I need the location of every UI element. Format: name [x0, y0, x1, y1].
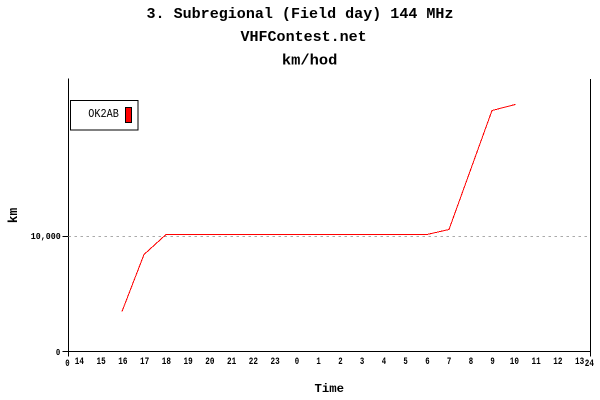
svg-text:19: 19	[184, 357, 193, 368]
svg-text:0: 0	[56, 347, 60, 358]
svg-text:9: 9	[490, 357, 494, 368]
svg-text:0: 0	[65, 359, 69, 370]
svg-text:Time: Time	[315, 382, 345, 396]
svg-text:5: 5	[403, 357, 407, 368]
svg-text:OK2AB: OK2AB	[88, 107, 119, 121]
svg-text:4: 4	[382, 357, 386, 368]
svg-text:24: 24	[585, 359, 594, 370]
svg-text:17: 17	[140, 357, 149, 368]
svg-text:VHFContest.net: VHFContest.net	[241, 29, 367, 46]
svg-text:18: 18	[162, 357, 171, 368]
svg-text:7: 7	[447, 357, 451, 368]
svg-text:0: 0	[295, 357, 299, 368]
svg-text:15: 15	[97, 357, 106, 368]
svg-text:10: 10	[510, 357, 519, 368]
svg-text:km: km	[6, 208, 21, 224]
svg-text:11: 11	[532, 357, 541, 368]
svg-text:10,000: 10,000	[31, 231, 61, 242]
svg-text:6: 6	[425, 357, 429, 368]
svg-text:1: 1	[316, 357, 320, 368]
svg-text:km/hod: km/hod	[282, 53, 338, 70]
svg-text:3. Subregional (Field day) 144: 3. Subregional (Field day) 144 MHz	[147, 6, 454, 23]
svg-text:21: 21	[227, 357, 236, 368]
svg-text:23: 23	[271, 357, 280, 368]
svg-text:20: 20	[205, 357, 214, 368]
svg-text:3: 3	[360, 357, 364, 368]
svg-text:16: 16	[118, 357, 127, 368]
svg-text:8: 8	[469, 357, 473, 368]
svg-text:12: 12	[553, 357, 562, 368]
svg-text:22: 22	[249, 357, 258, 368]
svg-text:13: 13	[575, 357, 584, 368]
svg-text:2: 2	[338, 357, 342, 368]
svg-text:14: 14	[75, 357, 84, 368]
